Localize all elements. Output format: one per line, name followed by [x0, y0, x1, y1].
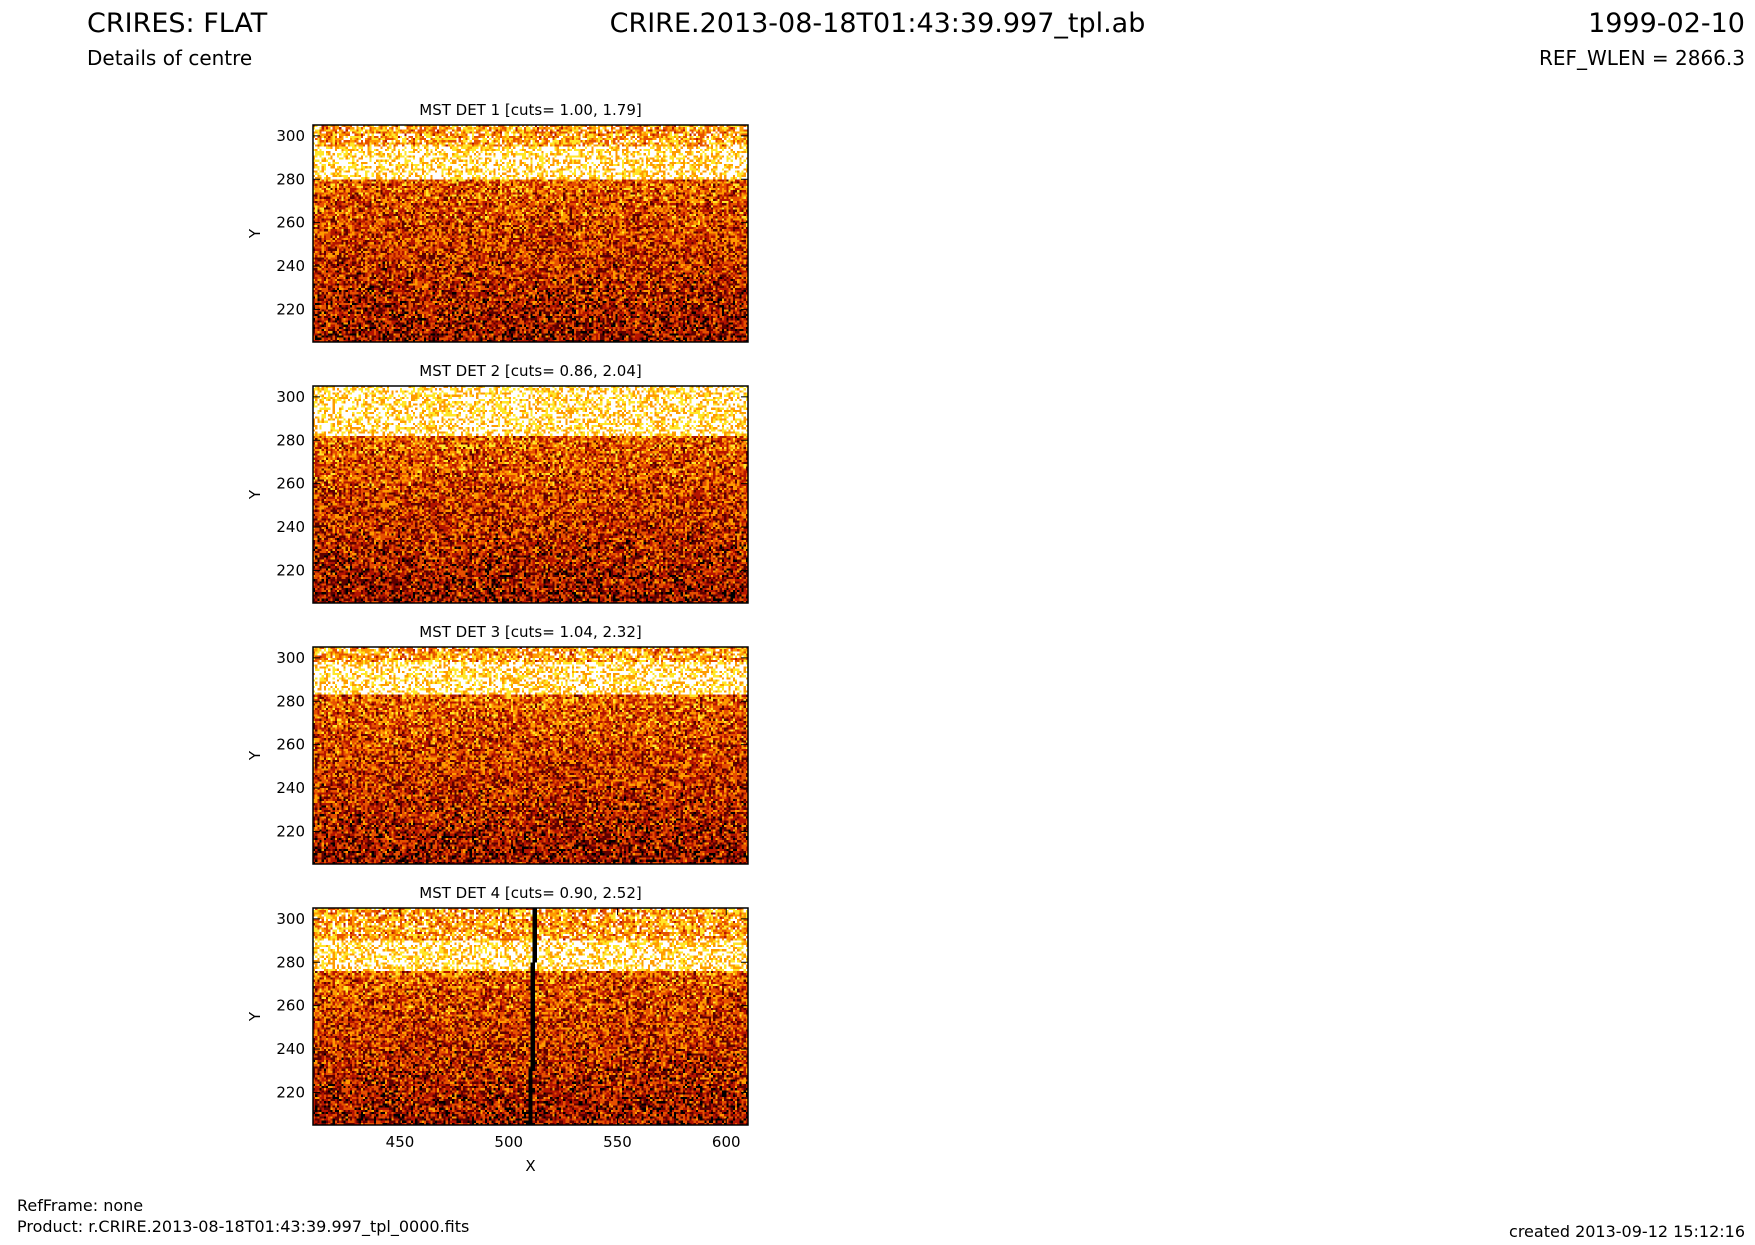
x-tick-label: 550	[603, 1133, 632, 1151]
y-tick-label: 260	[276, 997, 305, 1015]
y-tick-label: 240	[276, 257, 305, 275]
y-axis-label: Y	[246, 228, 264, 239]
x-tick-label: 600	[712, 1133, 741, 1151]
y-tick-label: 240	[276, 1040, 305, 1058]
panel-title: MST DET 4 [cuts= 0.90, 2.52]	[419, 884, 642, 902]
y-tick-label: 220	[276, 300, 305, 318]
y-tick-label: 280	[276, 431, 305, 449]
y-axis-label: Y	[246, 1011, 264, 1022]
plot-frame	[312, 124, 749, 343]
y-tick-label: 300	[276, 910, 305, 928]
y-tick-label: 280	[276, 953, 305, 971]
y-tick-label: 280	[276, 692, 305, 710]
y-tick-label: 240	[276, 518, 305, 536]
heatmap-image	[313, 908, 748, 1125]
y-tick-label: 260	[276, 214, 305, 232]
y-tick-label: 260	[276, 475, 305, 493]
heatmap-panel-4: MST DET 4 [cuts= 0.90, 2.52] 220 240 260 280…	[246, 884, 749, 1175]
product-label: Product: r.CRIRE.2013-08-18T01:43:39.997…	[17, 1217, 470, 1236]
y-axis-label: Y	[246, 489, 264, 500]
file-name-title: CRIRE.2013-08-18T01:43:39.997_tpl.ab	[609, 8, 1146, 39]
panel-title: MST DET 1 [cuts= 1.00, 1.79]	[419, 101, 642, 119]
created-timestamp: created 2013-09-12 15:12:16	[1509, 1222, 1745, 1241]
x-axis-label: X	[525, 1157, 535, 1175]
refframe-label: RefFrame: none	[17, 1196, 144, 1215]
y-tick-label: 280	[276, 170, 305, 188]
ref-wlen-label: REF_WLEN = 2866.3	[1538, 46, 1745, 70]
heatmap-panel-2: MST DET 2 [cuts= 0.86, 2.04] 220 240 260 280…	[246, 362, 749, 604]
y-tick-label: 300	[276, 649, 305, 667]
heatmap-image	[313, 386, 748, 603]
panel-title: MST DET 3 [cuts= 1.04, 2.32]	[419, 623, 642, 641]
y-tick-label: 220	[276, 1083, 305, 1101]
date-title: 1999-02-10	[1588, 8, 1745, 39]
y-tick-label: 220	[276, 822, 305, 840]
x-tick-label: 500	[494, 1133, 523, 1151]
plot-frame	[312, 907, 749, 1126]
heatmap-panel-1: MST DET 1 [cuts= 1.00, 1.79] 220 240 260 280…	[246, 101, 749, 343]
y-tick-label: 240	[276, 779, 305, 797]
panel-title: MST DET 2 [cuts= 0.86, 2.04]	[419, 362, 642, 380]
heatmap-panel-3: MST DET 3 [cuts= 1.04, 2.32] 220 240 260 280…	[246, 623, 749, 865]
plot-frame	[312, 646, 749, 865]
y-tick-label: 300	[276, 127, 305, 145]
heatmap-image	[313, 125, 748, 342]
page-subtitle: Details of centre	[87, 46, 253, 70]
page-title: CRIRES: FLAT	[87, 8, 268, 39]
y-tick-label: 260	[276, 736, 305, 754]
y-tick-label: 220	[276, 561, 305, 579]
plot-frame	[312, 385, 749, 604]
y-axis-label: Y	[246, 750, 264, 761]
x-tick-label: 450	[386, 1133, 415, 1151]
heatmap-image	[313, 647, 748, 864]
y-tick-label: 300	[276, 388, 305, 406]
